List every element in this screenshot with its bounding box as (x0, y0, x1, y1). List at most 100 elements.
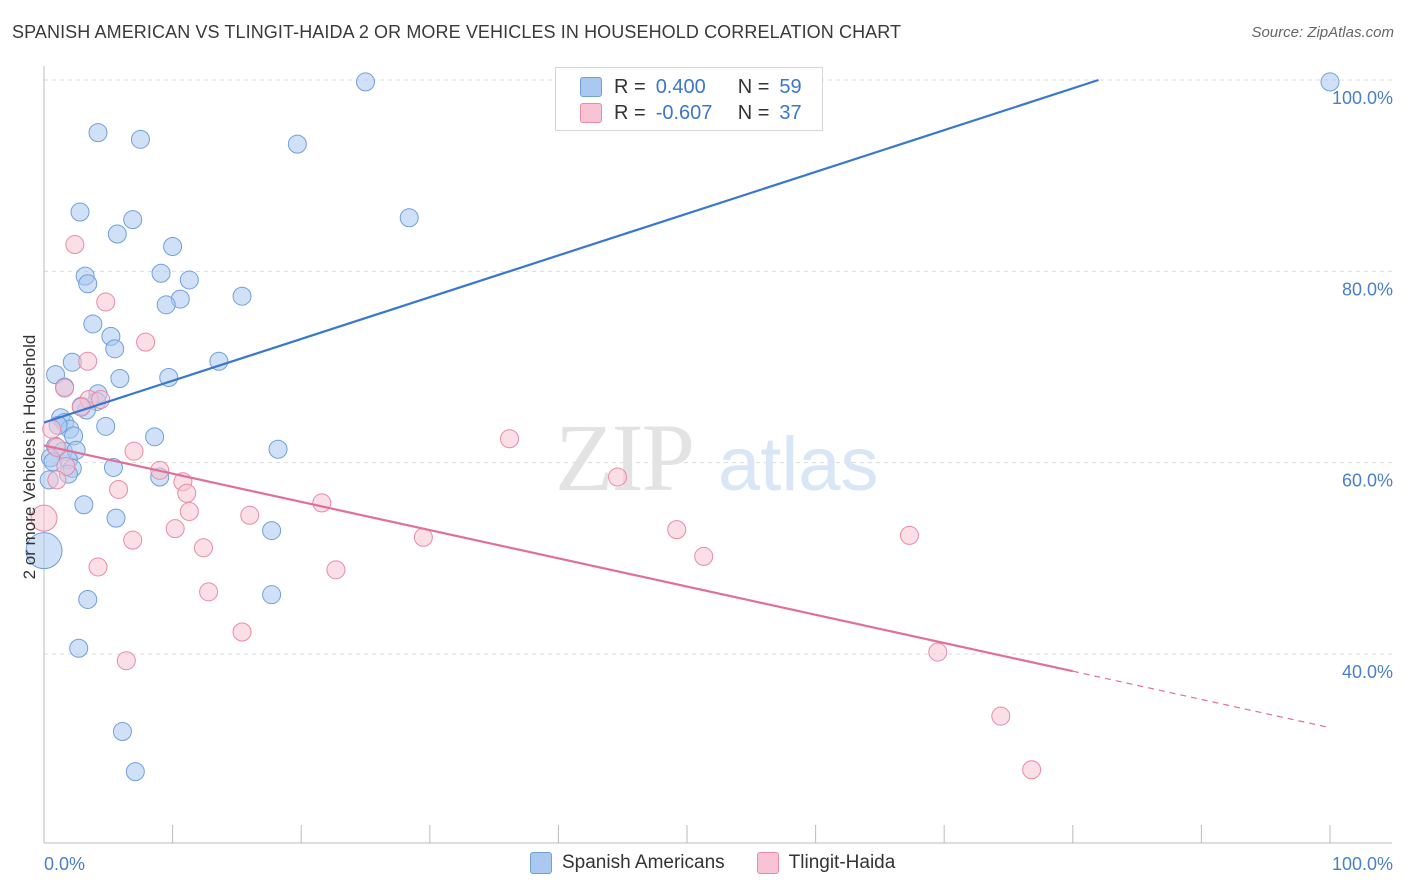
point-tlingit-haida (56, 456, 76, 476)
x-tick-label: 100.0% (1332, 854, 1393, 874)
point-spanish-americans (107, 224, 127, 244)
y-tick-label: 40.0% (1342, 662, 1393, 682)
legend-n-value: 37 (779, 101, 802, 124)
point-tlingit-haida (88, 557, 108, 577)
point-tlingit-haida (500, 429, 520, 449)
point-tlingit-haida (312, 493, 332, 513)
point-tlingit-haida (30, 504, 58, 532)
point-tlingit-haida (608, 467, 628, 487)
point-tlingit-haida (96, 292, 116, 312)
point-spanish-americans (262, 521, 282, 541)
trend-extension-tlingit-haida (1072, 670, 1331, 729)
legend-row-spanish: R = 0.400 N = 59 (580, 74, 802, 100)
point-spanish-americans (88, 123, 108, 143)
point-spanish-americans (96, 416, 116, 436)
legend-item-tlingit-haida: Tlingit-Haida (756, 852, 896, 874)
point-spanish-americans (78, 274, 98, 294)
point-spanish-americans (287, 134, 307, 154)
point-tlingit-haida (177, 483, 197, 503)
legend-row-tlingit: R = -0.607 N = 37 (580, 100, 802, 126)
legend-swatch (756, 852, 779, 874)
point-tlingit-haida (47, 470, 67, 490)
y-tick-label: 100.0% (1332, 88, 1393, 108)
point-tlingit-haida (55, 378, 75, 398)
point-spanish-americans (163, 236, 183, 256)
watermark: ZIP atlas (555, 404, 879, 511)
point-tlingit-haida (123, 530, 143, 550)
legend-r-value: 0.400 (655, 75, 706, 98)
legend-n-label: N = (737, 75, 770, 98)
legend-swatch-tlingit (580, 103, 602, 123)
point-tlingit-haida (240, 505, 260, 525)
gridlines (44, 79, 1392, 655)
point-spanish-americans (156, 295, 176, 315)
watermark-zip: ZIP (555, 404, 693, 511)
series-legend: Spanish Americans Tlingit-Haida (530, 852, 927, 874)
point-spanish-americans (125, 762, 145, 782)
legend-n-label: N = (737, 101, 770, 124)
tick-labels: 40.0% 60.0% 80.0% 100.0% 0.0% 100.0% (44, 88, 1393, 874)
point-spanish-americans (103, 457, 123, 477)
y-tick-label: 80.0% (1342, 279, 1393, 299)
point-spanish-americans (1320, 72, 1340, 92)
point-tlingit-haida (667, 520, 687, 540)
legend-label: Spanish Americans (562, 852, 725, 873)
points (25, 72, 1340, 782)
watermark-atlas: atlas (718, 422, 879, 507)
point-spanish-americans (159, 368, 179, 388)
legend-r-label: R = (614, 75, 646, 98)
point-tlingit-haida (78, 351, 98, 371)
point-spanish-americans (70, 202, 90, 222)
point-spanish-americans (268, 439, 288, 459)
chart-title: SPANISH AMERICAN VS TLINGIT-HAIDA 2 OR M… (12, 22, 902, 42)
legend-swatch (530, 852, 552, 874)
point-spanish-americans (25, 532, 63, 570)
x-tick-label: 0.0% (44, 854, 85, 874)
point-spanish-americans (399, 208, 419, 228)
point-spanish-americans (209, 351, 229, 371)
point-tlingit-haida (694, 546, 714, 566)
trend-line-spanish-americans (43, 78, 1099, 424)
point-tlingit-haida (232, 622, 252, 642)
legend-item-spanish-americans: Spanish Americans (530, 852, 725, 874)
point-tlingit-haida (991, 706, 1011, 726)
point-spanish-americans (74, 495, 94, 515)
point-spanish-americans (262, 585, 282, 605)
legend-label: Tlingit-Haida (788, 852, 896, 873)
point-spanish-americans (69, 638, 89, 658)
legend-swatch-spanish (580, 77, 602, 97)
point-spanish-americans (105, 339, 125, 359)
point-tlingit-haida (193, 538, 213, 558)
point-tlingit-haida (899, 525, 919, 545)
point-tlingit-haida (1022, 760, 1042, 780)
point-tlingit-haida (199, 582, 219, 602)
correlation-legend: R = 0.400 N = 59 R = -0.607 N = 37 (555, 67, 823, 131)
point-spanish-americans (110, 368, 130, 388)
point-spanish-americans (106, 508, 126, 528)
point-spanish-americans (232, 286, 252, 306)
y-axis-label: 2 or more Vehicles in Household (20, 335, 39, 580)
point-spanish-americans (151, 263, 171, 283)
point-spanish-americans (112, 721, 132, 741)
point-spanish-americans (83, 314, 103, 334)
point-tlingit-haida (65, 235, 85, 255)
legend-r-label: R = (614, 101, 646, 124)
point-spanish-americans (145, 427, 165, 447)
point-tlingit-haida (109, 479, 129, 499)
point-tlingit-haida (326, 560, 346, 580)
trend-line-tlingit-haida (43, 444, 1074, 673)
point-spanish-americans (123, 210, 143, 230)
point-tlingit-haida (928, 642, 948, 662)
chart-source: Source: ZipAtlas.com (1251, 24, 1394, 41)
point-spanish-americans (78, 589, 98, 609)
point-spanish-americans (179, 270, 199, 290)
legend-r-value: -0.607 (655, 101, 713, 124)
point-tlingit-haida (124, 441, 144, 461)
point-tlingit-haida (116, 651, 136, 671)
point-tlingit-haida (91, 390, 111, 410)
trend-lines (43, 78, 1331, 729)
point-tlingit-haida (165, 519, 185, 539)
point-tlingit-haida (136, 332, 156, 352)
point-spanish-americans (130, 129, 150, 149)
